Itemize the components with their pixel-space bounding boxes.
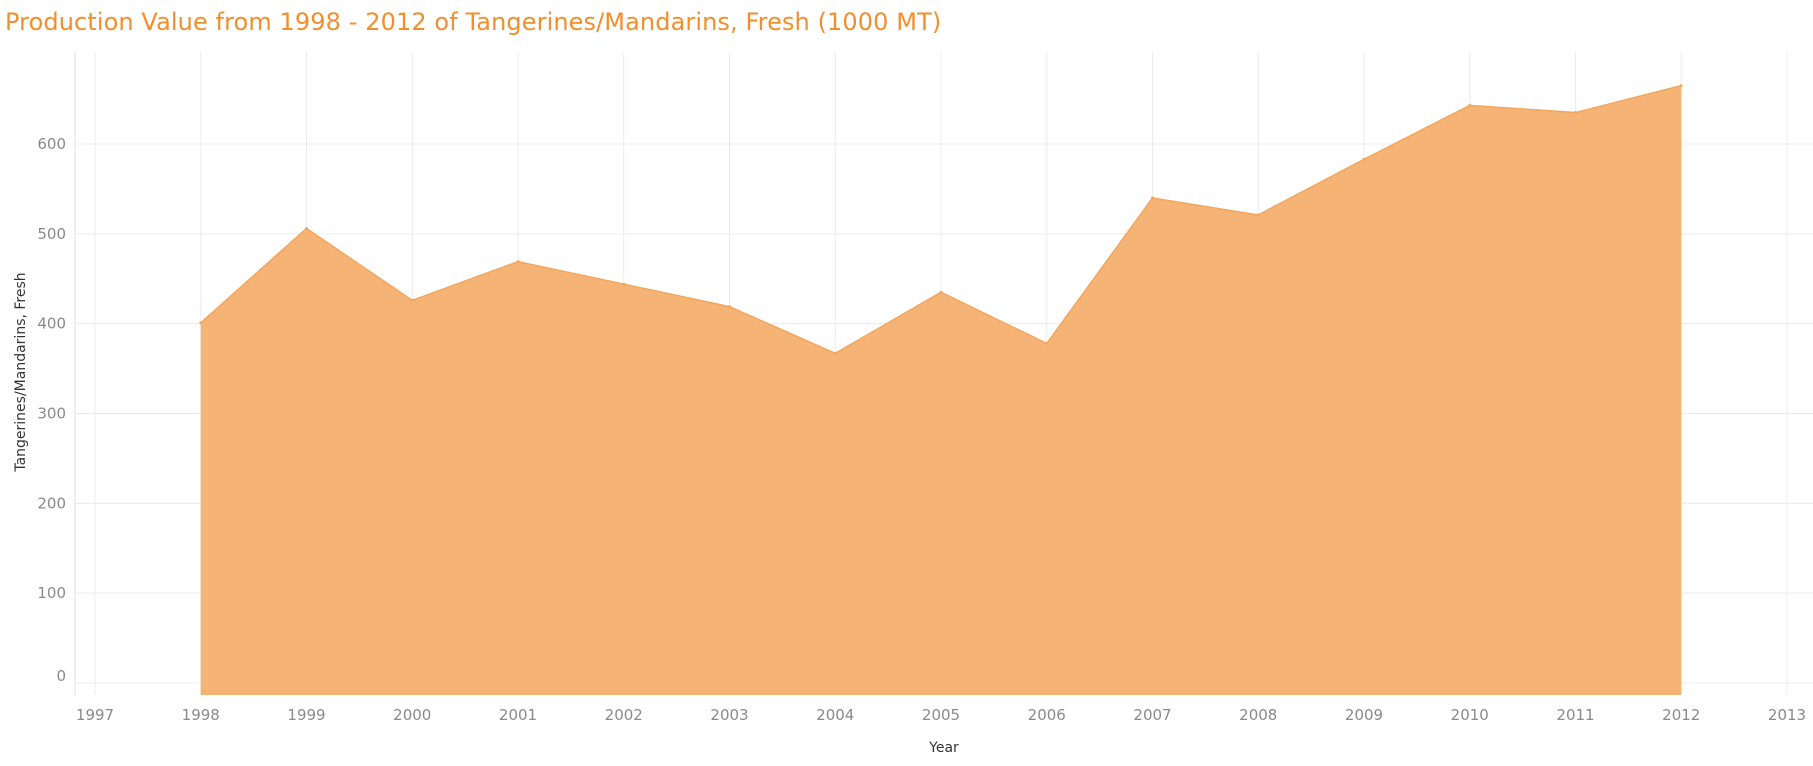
- data-point-2012: [1679, 84, 1683, 88]
- y-tick-label: 300: [37, 405, 66, 423]
- x-tick-label: 2001: [499, 706, 537, 724]
- data-point-1999: [305, 226, 308, 230]
- y-tick-label: 600: [37, 135, 66, 153]
- data-point-2009: [1362, 157, 1366, 161]
- data-point-2006: [1045, 341, 1049, 345]
- data-point-2003: [728, 305, 731, 309]
- x-tick-label: 2006: [1028, 706, 1066, 724]
- data-point-2010: [1468, 103, 1472, 107]
- y-tick-label: 500: [37, 225, 66, 243]
- x-tick-label: 2011: [1556, 706, 1594, 724]
- x-tick-label: 2010: [1451, 706, 1489, 724]
- chart-title: Production Value from 1998 - 2012 of Tan…: [5, 8, 942, 36]
- data-point-2000: [410, 298, 414, 302]
- y-tick-label: 0: [56, 667, 66, 685]
- y-axis-ticks: 0 100 200 300 400 500 600: [37, 135, 66, 685]
- data-point-2007: [1151, 196, 1154, 200]
- x-tick-label: 2005: [922, 706, 960, 724]
- x-tick-label: 1999: [287, 706, 325, 724]
- y-tick-label: 100: [37, 584, 66, 602]
- x-tick-label: 2000: [393, 706, 431, 724]
- data-point-2001: [516, 260, 520, 264]
- x-tick-label: 2012: [1662, 706, 1700, 724]
- x-tick-label: 2008: [1239, 706, 1277, 724]
- y-tick-label: 200: [37, 494, 66, 512]
- area-fill: [200, 85, 1682, 695]
- data-point-1998: [199, 321, 203, 325]
- x-tick-label: 2013: [1768, 706, 1806, 724]
- y-tick-label: 400: [37, 315, 66, 333]
- x-tick-label: 1997: [76, 706, 114, 724]
- x-axis-ticks: 1997 1998 1999 2000 2001 2002 2003 2004 2005 2006…: [76, 706, 1806, 724]
- data-point-2011: [1574, 111, 1577, 115]
- data-point-2004: [833, 351, 837, 355]
- y-axis-title: Tangerines/Mandarins, Fresh: [13, 272, 29, 472]
- x-tick-label: 2002: [605, 706, 643, 724]
- x-tick-label: 2007: [1133, 706, 1171, 724]
- x-tick-label: 2009: [1345, 706, 1383, 724]
- data-point-2002: [622, 282, 626, 286]
- x-tick-label: 2004: [816, 706, 854, 724]
- area-series: [199, 84, 1683, 695]
- x-axis-title: Year: [928, 740, 959, 756]
- data-point-2008: [1256, 213, 1260, 217]
- data-point-2005: [939, 290, 943, 294]
- x-tick-label: 2003: [710, 706, 748, 724]
- x-tick-label: 1998: [182, 706, 220, 724]
